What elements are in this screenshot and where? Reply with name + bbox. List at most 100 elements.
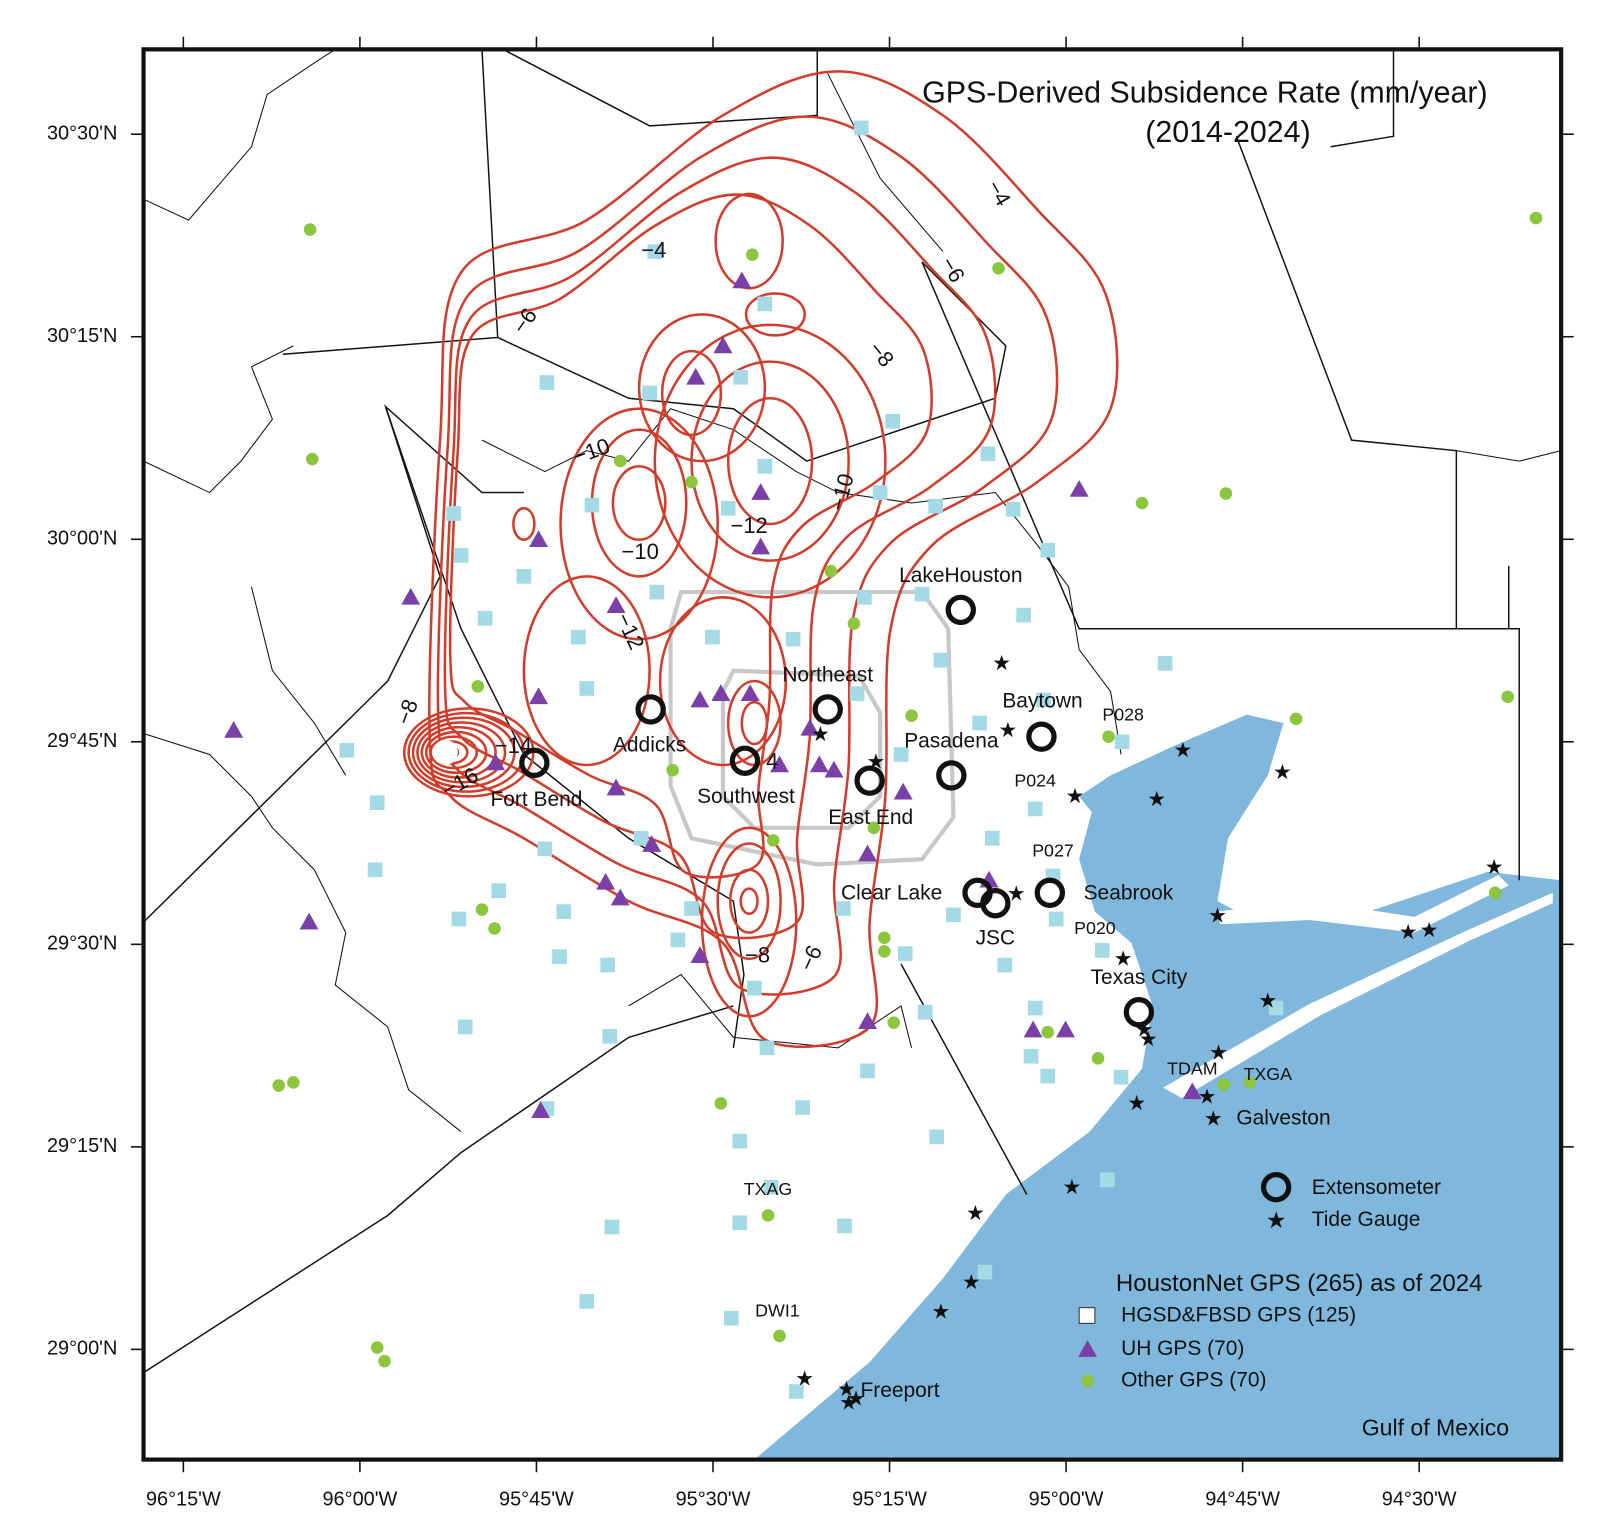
extensometer	[729, 745, 761, 776]
contour	[660, 349, 723, 437]
uh-gps-station	[224, 720, 244, 738]
legend-extensometer-symbol	[1260, 1172, 1292, 1203]
uh-gps-station	[606, 596, 626, 614]
other-gps-station	[1219, 487, 1233, 500]
bolivar-peninsula	[1215, 874, 1509, 933]
hgsd-gps-station	[537, 841, 553, 857]
hgsd-gps-station	[732, 1215, 748, 1231]
x-tick-label: 95°30'W	[676, 1489, 751, 1511]
uh-gps-station	[751, 537, 771, 555]
hgsd-gps-station	[1040, 1068, 1056, 1084]
place-label: Southwest	[697, 785, 795, 808]
other-gps-station	[1243, 1076, 1257, 1089]
other-gps-station	[878, 931, 891, 945]
tide-gauge: ★	[1198, 1086, 1217, 1109]
contour-label: 4	[766, 749, 778, 774]
legend-extensometer: Extensometer	[1312, 1176, 1441, 1199]
beltway-8	[668, 589, 956, 867]
contour	[653, 323, 887, 599]
other-gps-station	[1501, 690, 1514, 704]
extensometer	[1034, 877, 1066, 908]
place-label: JSC	[976, 926, 1016, 949]
tide-gauge: ★	[1007, 882, 1026, 905]
other-gps-station	[613, 454, 627, 468]
hgsd-gps-station	[584, 497, 600, 513]
hgsd-gps-station	[836, 901, 851, 916]
hgsd-gps-station	[571, 629, 586, 645]
hgsd-gps-station	[759, 1040, 775, 1056]
place-label: P028	[1102, 704, 1144, 724]
uh-gps-station	[531, 1101, 551, 1119]
stations: ★★★★★ ★★★★★★★ ★★★★★★★ ★★★★★★★ ★★★	[224, 120, 1543, 1415]
hgsd-gps-station	[579, 681, 595, 696]
y-tick-label: 29°30'N	[47, 933, 117, 955]
tide-gauge: ★	[999, 719, 1018, 742]
other-gps-station	[305, 452, 319, 466]
hgsd-gps-station	[757, 459, 773, 474]
other-gps-station	[471, 680, 485, 693]
tide-gauge: ★	[1062, 1176, 1081, 1199]
tide-gauge: ★	[992, 652, 1011, 675]
hgsd-gps-station	[933, 652, 949, 668]
other-gps-station	[867, 821, 881, 835]
hgsd-gps-station	[972, 715, 987, 731]
uh-gps-station	[751, 483, 771, 500]
uh-gps-station	[690, 946, 710, 963]
extensometer	[812, 694, 843, 725]
hgsd-gps-station	[1040, 542, 1056, 558]
contour-label: −12	[611, 609, 649, 653]
contour	[429, 735, 478, 770]
hgsd-gps-station	[369, 795, 385, 811]
hgsd-gps-station	[1027, 801, 1043, 817]
place-label: LakeHouston	[899, 564, 1022, 587]
place-label: Addicks	[613, 734, 686, 757]
y-tick-label: 29°00'N	[47, 1338, 117, 1360]
contour	[637, 313, 767, 463]
title-line-2: (2014-2024)	[1145, 115, 1311, 149]
legend-other: Other GPS (70)	[1121, 1369, 1266, 1392]
other-gps-station	[685, 475, 698, 489]
contour-label: −12	[730, 513, 767, 538]
place-label: Baytown	[1002, 690, 1082, 713]
contour	[714, 192, 784, 290]
hgsd-gps-station	[539, 375, 555, 390]
other-gps-station	[287, 1076, 300, 1089]
contour-label: −10	[825, 471, 859, 514]
tide-gauge: ★	[1127, 1092, 1146, 1115]
hgsd-gps-station	[980, 446, 996, 462]
axis-ticks: 96°15'W 96°00'W 95°45'W 95°30'W 95°15'W 95°00…	[47, 36, 1574, 1511]
place-label: P027	[1032, 841, 1074, 861]
tide-gauge: ★	[1420, 919, 1439, 942]
tide-gauge: ★	[1139, 1028, 1158, 1051]
hgsd-gps-station	[1114, 734, 1130, 750]
other-gps-station	[272, 1079, 285, 1092]
other-gps-station	[1289, 712, 1303, 726]
contour	[611, 465, 667, 541]
uh-gps-station	[610, 888, 630, 906]
county-lines	[143, 48, 1520, 1374]
hgsd-gps-station	[552, 949, 567, 965]
hgsd-gps-station	[720, 500, 736, 516]
contour-label: −10	[570, 433, 614, 469]
other-gps-station	[905, 709, 918, 722]
tide-gauge: ★	[1174, 739, 1193, 762]
uh-gps-station	[1182, 1082, 1202, 1100]
legend-network-title: HoustonNet GPS (265) as of 2024	[1116, 1270, 1483, 1297]
tide-gauge: ★	[1399, 921, 1418, 944]
hgsd-gps-station	[1100, 1172, 1115, 1188]
tide-gauge: ★	[1258, 989, 1277, 1012]
hgsd-gps-station	[914, 586, 930, 602]
contour	[726, 396, 814, 526]
hgsd-gps-station	[763, 1179, 779, 1195]
uh-gps-station	[740, 684, 760, 702]
hgsd-gps-station	[917, 1004, 933, 1020]
contour	[411, 716, 516, 789]
other-gps-station	[370, 1341, 384, 1354]
place-label: TDAM	[1167, 1059, 1217, 1079]
tide-gauge: ★	[931, 1300, 950, 1323]
contour-label: −6	[794, 941, 827, 974]
map-frame	[141, 47, 1564, 1462]
other-gps-station	[824, 564, 838, 578]
uh-gps-station	[486, 753, 506, 771]
x-tick-label: 94°45'W	[1205, 1489, 1280, 1511]
